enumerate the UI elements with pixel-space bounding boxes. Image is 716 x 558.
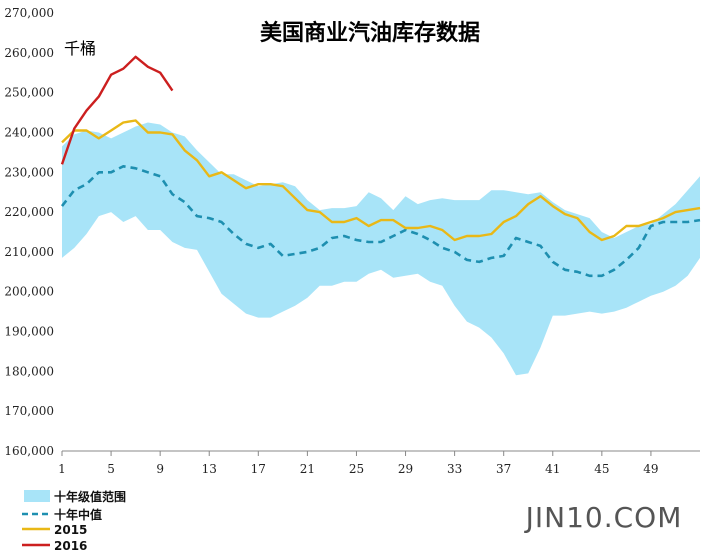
series-line-2016 — [60, 55, 174, 165]
y-tick-label: 170,000 — [4, 404, 54, 418]
y-tick-label: 270,000 — [4, 6, 54, 20]
legend-band-swatch — [24, 490, 50, 502]
legend-median-label: 十年中值 — [54, 507, 102, 522]
legend: 十年级值范围 十年中值 2015 2016 — [22, 489, 126, 553]
unit-label: 千桶 — [64, 39, 96, 58]
y-tick-label: 180,000 — [4, 364, 54, 378]
legend-2015-label: 2015 — [54, 523, 87, 537]
chart-title: 美国商业汽油库存数据 — [260, 20, 480, 46]
range-band-area — [62, 122, 700, 376]
range-band-layer — [62, 122, 700, 376]
x-tick-label: 49 — [643, 462, 658, 476]
series-lines-layer — [60, 55, 701, 278]
x-tick-label: 29 — [398, 462, 413, 476]
y-tick-label: 160,000 — [4, 444, 54, 458]
x-tick-label: 1 — [58, 462, 66, 476]
y-tick-label: 220,000 — [4, 205, 54, 219]
x-tick-label: 13 — [202, 462, 217, 476]
x-tick-label: 21 — [300, 462, 315, 476]
y-tick-label: 250,000 — [4, 86, 54, 100]
x-tick-label: 17 — [251, 462, 266, 476]
y-tick-label: 200,000 — [4, 285, 54, 299]
x-tick-label: 37 — [496, 462, 511, 476]
x-tick-label: 9 — [156, 462, 164, 476]
y-tick-label: 190,000 — [4, 325, 54, 339]
legend-band-label: 十年级值范围 — [54, 489, 126, 504]
y-tick-label: 240,000 — [4, 125, 54, 139]
y-tick-label: 230,000 — [4, 165, 54, 179]
series-line-十年中值 — [60, 165, 701, 278]
x-tick-label: 5 — [107, 462, 115, 476]
legend-2016-label: 2016 — [54, 539, 87, 553]
y-tick-label: 210,000 — [4, 245, 54, 259]
x-tick-label: 25 — [349, 462, 364, 476]
x-tick-label: 45 — [594, 462, 609, 476]
series-line-2015 — [61, 119, 701, 242]
y-tick-label: 260,000 — [4, 46, 54, 60]
watermark: JIN10.COM — [524, 501, 683, 534]
x-tick-label: 33 — [447, 462, 462, 476]
axes: 160,000 170,000 180,000 190,000 200,000 210,0… — [4, 6, 700, 476]
x-tick-label: 41 — [545, 462, 560, 476]
